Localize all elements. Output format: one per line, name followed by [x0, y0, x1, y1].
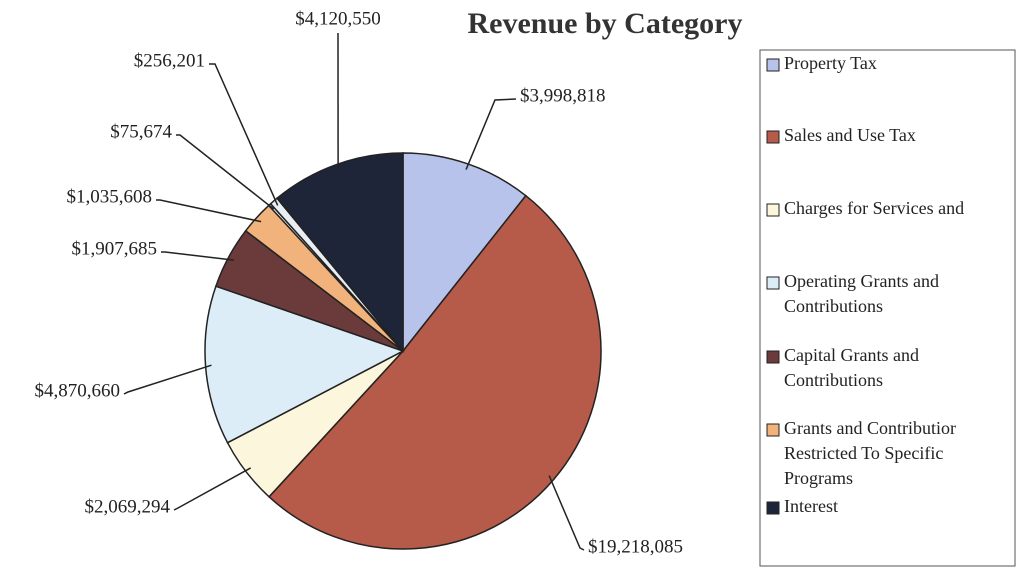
- leader-line: [176, 134, 275, 210]
- legend-swatch: [766, 350, 780, 364]
- chart-title: Revenue by Category: [468, 7, 743, 40]
- legend-label: Sales and Use Tax: [784, 125, 916, 145]
- legend-line: Programs: [784, 468, 853, 488]
- pie-slice: [204, 285, 405, 444]
- leader-line: [161, 251, 234, 261]
- leader-line: [156, 199, 262, 223]
- legend-line: Restricted To Specific: [784, 443, 943, 463]
- legend-swatch: [766, 130, 780, 144]
- data-label: $2,069,294: [85, 496, 171, 517]
- pie-slice: [275, 152, 404, 354]
- legend-line: Contributions: [784, 370, 883, 390]
- legend-line: Charges for Services and: [784, 198, 964, 218]
- data-label: $19,218,085: [588, 536, 683, 557]
- data-label: $3,998,818: [520, 85, 606, 106]
- leader-line: [173, 467, 252, 511]
- legend-line: Property Tax: [784, 53, 877, 73]
- legend-label: Property Tax: [784, 53, 877, 73]
- legend-swatch: [766, 276, 780, 290]
- legend-line: Contributions: [784, 296, 883, 316]
- legend-line: Sales and Use Tax: [784, 125, 916, 145]
- data-label: $256,201: [134, 50, 205, 71]
- legend-label: Capital Grants and Contributions: [784, 345, 919, 390]
- leader-line: [548, 475, 585, 551]
- data-label: $75,674: [110, 121, 172, 142]
- leader-line: [123, 364, 212, 395]
- legend-swatch: [766, 203, 780, 217]
- legend-swatch: [766, 58, 780, 72]
- legend-box: [759, 49, 1016, 567]
- legend-swatch: [766, 501, 780, 515]
- legend-line: Operating Grants and: [784, 271, 939, 291]
- leader-line: [209, 63, 279, 206]
- legend-line: Interest: [784, 496, 838, 516]
- legend-label: Grants and Contributior Restricted To Spe…: [784, 418, 956, 488]
- data-label: $4,120,550: [295, 8, 381, 29]
- legend-swatch: [766, 423, 780, 437]
- data-label: $1,907,685: [72, 238, 158, 259]
- legend-label: Interest: [784, 496, 838, 516]
- legend-line: Capital Grants and: [784, 345, 919, 365]
- legend-label: Charges for Services and: [784, 198, 964, 218]
- legend-line: Grants and Contributior: [784, 418, 956, 438]
- leader-line: [465, 98, 517, 170]
- data-label: $4,870,660: [35, 380, 121, 401]
- data-label: $1,035,608: [67, 186, 153, 207]
- pie-slice: [267, 194, 602, 550]
- legend-label: Operating Grants and Contributions: [784, 271, 939, 316]
